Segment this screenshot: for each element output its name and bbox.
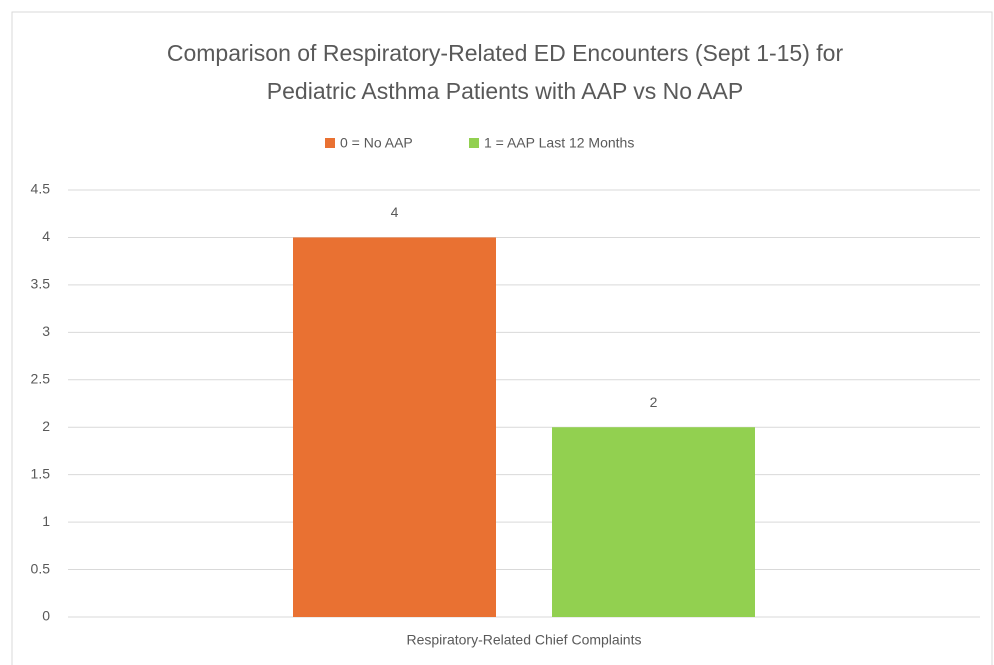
y-tick-label: 1 — [42, 513, 50, 529]
chart-title: Comparison of Respiratory-Related ED Enc… — [166, 40, 844, 104]
y-tick-label: 2.5 — [31, 370, 51, 386]
legend-swatch — [325, 138, 335, 148]
y-tick-label: 4.5 — [31, 181, 51, 197]
y-tick-label: 0.5 — [31, 560, 51, 576]
legend-label: 1 = AAP Last 12 Months — [484, 135, 634, 151]
bar — [552, 427, 755, 617]
y-tick-label: 3.5 — [31, 276, 51, 292]
legend-label: 0 = No AAP — [340, 135, 413, 151]
x-tick-label: Respiratory-Related Chief Complaints — [407, 632, 642, 648]
bar — [293, 237, 496, 617]
chart-frame — [11, 11, 993, 665]
y-tick-label: 1.5 — [31, 465, 51, 481]
data-label: 2 — [650, 394, 658, 410]
data-label: 4 — [391, 204, 399, 220]
y-tick-label: 0 — [42, 608, 50, 624]
y-tick-label: 2 — [42, 418, 50, 434]
legend-swatch — [469, 138, 479, 148]
y-tick-label: 3 — [42, 323, 50, 339]
y-tick-label: 4 — [42, 228, 50, 244]
